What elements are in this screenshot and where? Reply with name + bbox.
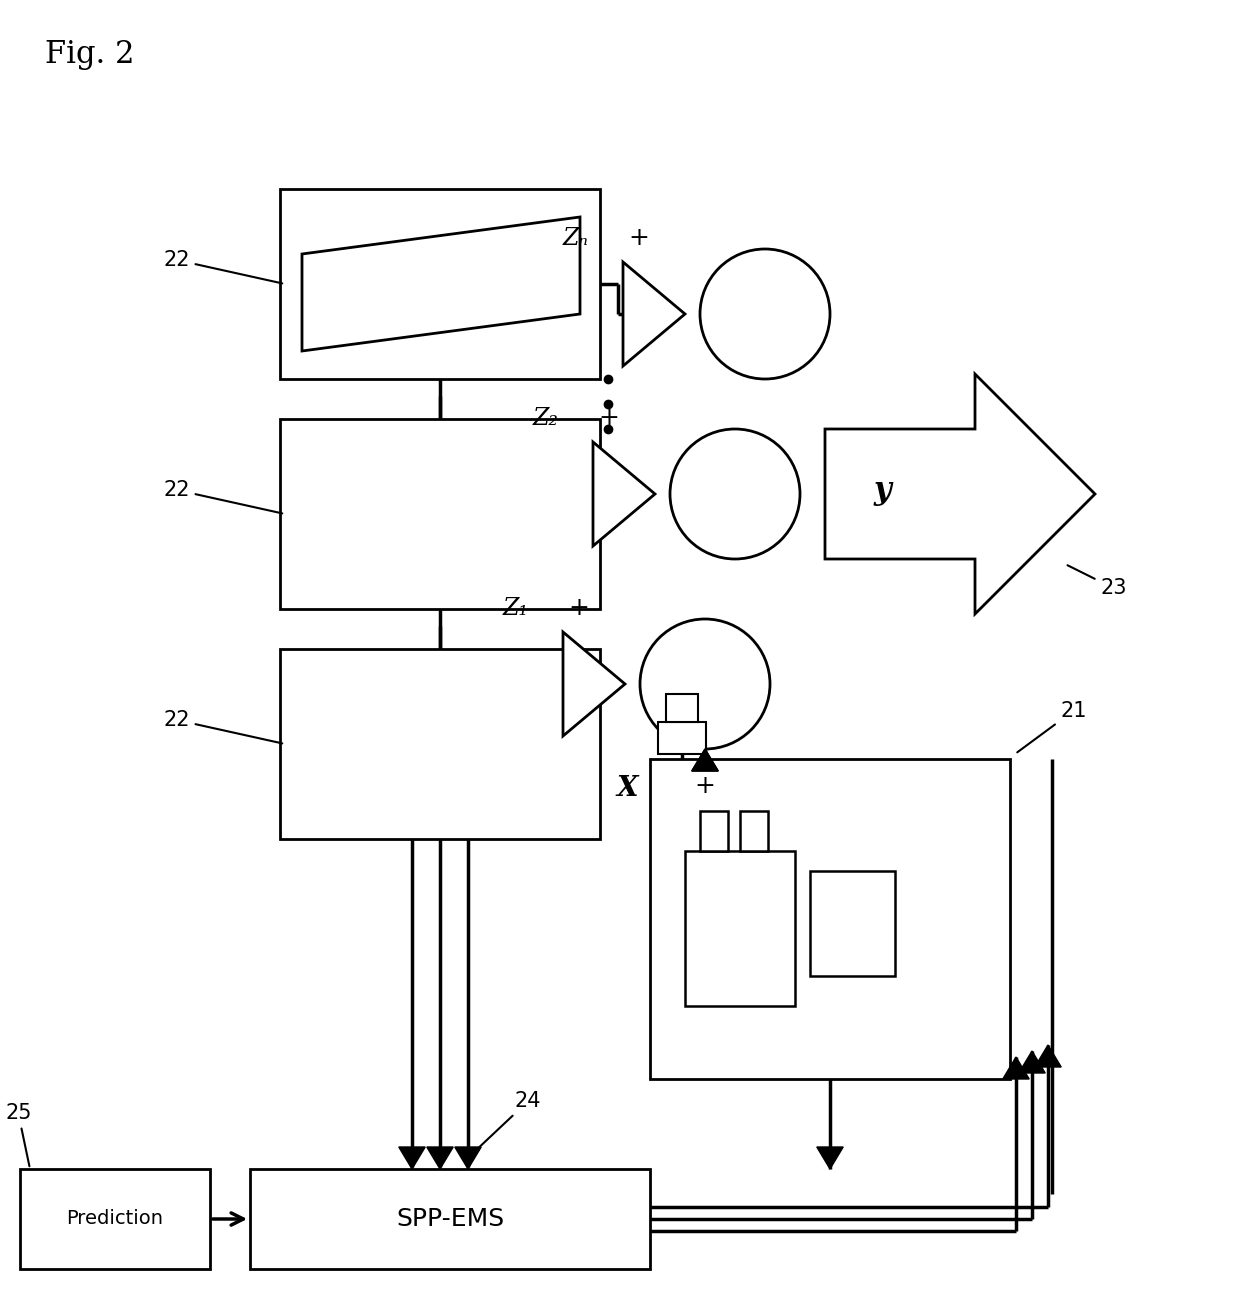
Bar — [684, 851, 795, 1005]
Circle shape — [701, 249, 830, 379]
Polygon shape — [817, 1147, 843, 1169]
Text: 22: 22 — [164, 481, 283, 513]
Text: Prediction: Prediction — [67, 1209, 164, 1229]
Text: +: + — [598, 407, 619, 430]
Bar — [810, 872, 895, 976]
Text: 25: 25 — [5, 1103, 31, 1167]
Polygon shape — [1035, 1044, 1061, 1066]
Bar — [20, 1169, 210, 1269]
Polygon shape — [593, 442, 655, 546]
Bar — [701, 811, 728, 851]
Text: SPP-EMS: SPP-EMS — [396, 1207, 505, 1231]
Text: 24: 24 — [474, 1091, 542, 1152]
Bar — [280, 188, 600, 379]
Polygon shape — [1019, 1051, 1045, 1073]
Polygon shape — [825, 374, 1095, 614]
Text: y: y — [873, 474, 890, 505]
Text: 23: 23 — [1068, 565, 1126, 598]
Polygon shape — [303, 217, 580, 351]
Circle shape — [640, 620, 770, 750]
Text: +: + — [694, 774, 715, 798]
Text: Fig. 2: Fig. 2 — [45, 39, 134, 70]
Text: 22: 22 — [164, 249, 283, 283]
Polygon shape — [622, 262, 684, 366]
Text: 22: 22 — [164, 711, 283, 743]
Polygon shape — [692, 750, 718, 772]
Polygon shape — [399, 1147, 425, 1169]
Circle shape — [670, 429, 800, 559]
Text: +: + — [568, 596, 589, 620]
Bar — [666, 694, 698, 722]
Bar — [650, 759, 1011, 1079]
Bar — [280, 650, 600, 839]
Polygon shape — [692, 750, 718, 772]
Text: Z₁: Z₁ — [503, 598, 529, 620]
Bar — [280, 420, 600, 609]
Polygon shape — [427, 1147, 453, 1169]
Bar — [740, 811, 768, 851]
Text: 21: 21 — [1017, 701, 1086, 752]
Polygon shape — [1003, 1057, 1029, 1079]
Bar — [250, 1169, 650, 1269]
Bar — [658, 722, 706, 753]
Text: +: + — [627, 226, 649, 249]
Text: X: X — [616, 776, 639, 803]
Text: Zₙ: Zₙ — [563, 227, 589, 249]
Text: Z₂: Z₂ — [533, 407, 559, 430]
Polygon shape — [563, 633, 625, 737]
Polygon shape — [455, 1147, 481, 1169]
